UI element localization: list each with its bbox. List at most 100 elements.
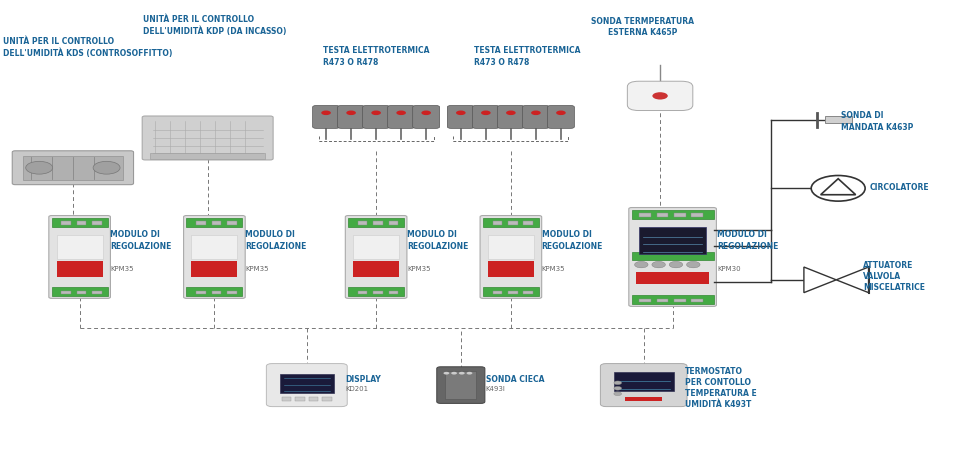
Bar <box>57 261 103 277</box>
Circle shape <box>634 262 648 268</box>
Circle shape <box>346 111 356 115</box>
FancyBboxPatch shape <box>413 106 440 129</box>
Circle shape <box>653 92 668 100</box>
Text: TESTA ELETTROTERMICA
R473 O R478: TESTA ELETTROTERMICA R473 O R478 <box>474 46 580 67</box>
Bar <box>674 213 685 217</box>
Bar <box>227 291 236 294</box>
Bar <box>656 299 668 302</box>
Bar <box>388 221 398 225</box>
Bar <box>348 287 404 296</box>
Bar <box>523 291 533 294</box>
Bar <box>636 272 709 284</box>
Bar <box>373 221 383 225</box>
Bar <box>358 291 367 294</box>
FancyBboxPatch shape <box>312 106 339 129</box>
Text: SONDA DI
MANDATA K463P: SONDA DI MANDATA K463P <box>841 112 914 132</box>
Circle shape <box>459 372 465 375</box>
Circle shape <box>614 386 622 390</box>
Text: KPM35: KPM35 <box>542 266 565 272</box>
Text: MODULO DI
REGOLAZIONE: MODULO DI REGOLAZIONE <box>245 230 307 251</box>
Bar <box>373 291 383 294</box>
Bar <box>358 221 367 225</box>
FancyBboxPatch shape <box>183 216 245 298</box>
Bar <box>353 235 399 258</box>
Bar <box>211 291 221 294</box>
Bar <box>93 291 102 294</box>
FancyBboxPatch shape <box>266 364 347 407</box>
Bar <box>483 218 539 227</box>
Bar <box>493 221 502 225</box>
Text: ATTUATORE
VALVOLA
MISCELATRICE: ATTUATORE VALVOLA MISCELATRICE <box>863 261 925 292</box>
Bar <box>348 218 404 227</box>
Text: MODULO DI
REGOLAZIONE: MODULO DI REGOLAZIONE <box>111 230 172 251</box>
FancyBboxPatch shape <box>628 81 693 111</box>
Bar <box>191 261 237 277</box>
Bar <box>62 221 71 225</box>
Bar <box>295 397 305 401</box>
Bar <box>691 299 703 302</box>
Bar <box>631 295 713 304</box>
Text: UNITÀ PER IL CONTROLLO
DELL'UMIDITÀ KDP (DA INCASSO): UNITÀ PER IL CONTROLLO DELL'UMIDITÀ KDP … <box>144 15 286 36</box>
Bar <box>483 287 539 296</box>
Bar <box>488 261 534 277</box>
Circle shape <box>481 111 491 115</box>
Bar <box>353 261 399 277</box>
FancyBboxPatch shape <box>480 216 542 298</box>
FancyBboxPatch shape <box>497 106 524 129</box>
Circle shape <box>506 111 516 115</box>
FancyBboxPatch shape <box>548 106 575 129</box>
FancyBboxPatch shape <box>522 106 549 129</box>
Bar <box>62 291 71 294</box>
Text: K493I: K493I <box>486 386 506 392</box>
Text: KPM35: KPM35 <box>111 266 134 272</box>
Bar <box>488 235 534 258</box>
Circle shape <box>94 161 120 174</box>
Bar <box>149 153 265 158</box>
Bar <box>656 213 668 217</box>
Circle shape <box>396 111 406 115</box>
Text: SONDA CIECA: SONDA CIECA <box>486 375 545 384</box>
Bar <box>626 397 662 401</box>
Polygon shape <box>836 267 869 293</box>
Text: KPM30: KPM30 <box>717 266 740 272</box>
Bar <box>191 235 237 258</box>
Bar <box>493 291 502 294</box>
Circle shape <box>812 175 865 201</box>
FancyBboxPatch shape <box>337 106 364 129</box>
Circle shape <box>556 111 566 115</box>
Text: TESTA ELETTROTERMICA
R473 O R478: TESTA ELETTROTERMICA R473 O R478 <box>323 46 430 67</box>
Bar <box>508 291 518 294</box>
Bar <box>281 397 291 401</box>
Bar <box>186 287 242 296</box>
Text: CIRCOLATORE: CIRCOLATORE <box>870 183 929 192</box>
Bar <box>445 371 476 399</box>
Circle shape <box>669 262 683 268</box>
FancyBboxPatch shape <box>601 364 687 407</box>
Bar <box>227 221 236 225</box>
Bar <box>77 291 87 294</box>
Bar <box>631 252 713 260</box>
FancyBboxPatch shape <box>437 367 485 403</box>
Bar <box>674 299 685 302</box>
Text: KD201: KD201 <box>345 386 368 392</box>
FancyBboxPatch shape <box>472 106 499 129</box>
FancyBboxPatch shape <box>143 116 273 160</box>
Polygon shape <box>804 267 836 293</box>
Bar <box>196 291 205 294</box>
Bar <box>52 287 108 296</box>
Bar <box>57 235 103 258</box>
FancyBboxPatch shape <box>388 106 415 129</box>
Text: MODULO DI
REGOLAZIONE: MODULO DI REGOLAZIONE <box>407 230 469 251</box>
Bar <box>280 374 334 393</box>
Circle shape <box>26 161 53 174</box>
Circle shape <box>614 392 622 396</box>
Bar <box>691 213 703 217</box>
Text: TERMOSTATO
PER CONTOLLO
TEMPERATURA E
UMIDITÀ K493T: TERMOSTATO PER CONTOLLO TEMPERATURA E UM… <box>685 367 757 409</box>
Bar <box>614 372 674 391</box>
Bar <box>186 218 242 227</box>
Bar <box>77 221 87 225</box>
Bar <box>308 397 318 401</box>
Bar <box>322 397 332 401</box>
FancyBboxPatch shape <box>49 216 111 298</box>
Text: KPM35: KPM35 <box>407 266 430 272</box>
